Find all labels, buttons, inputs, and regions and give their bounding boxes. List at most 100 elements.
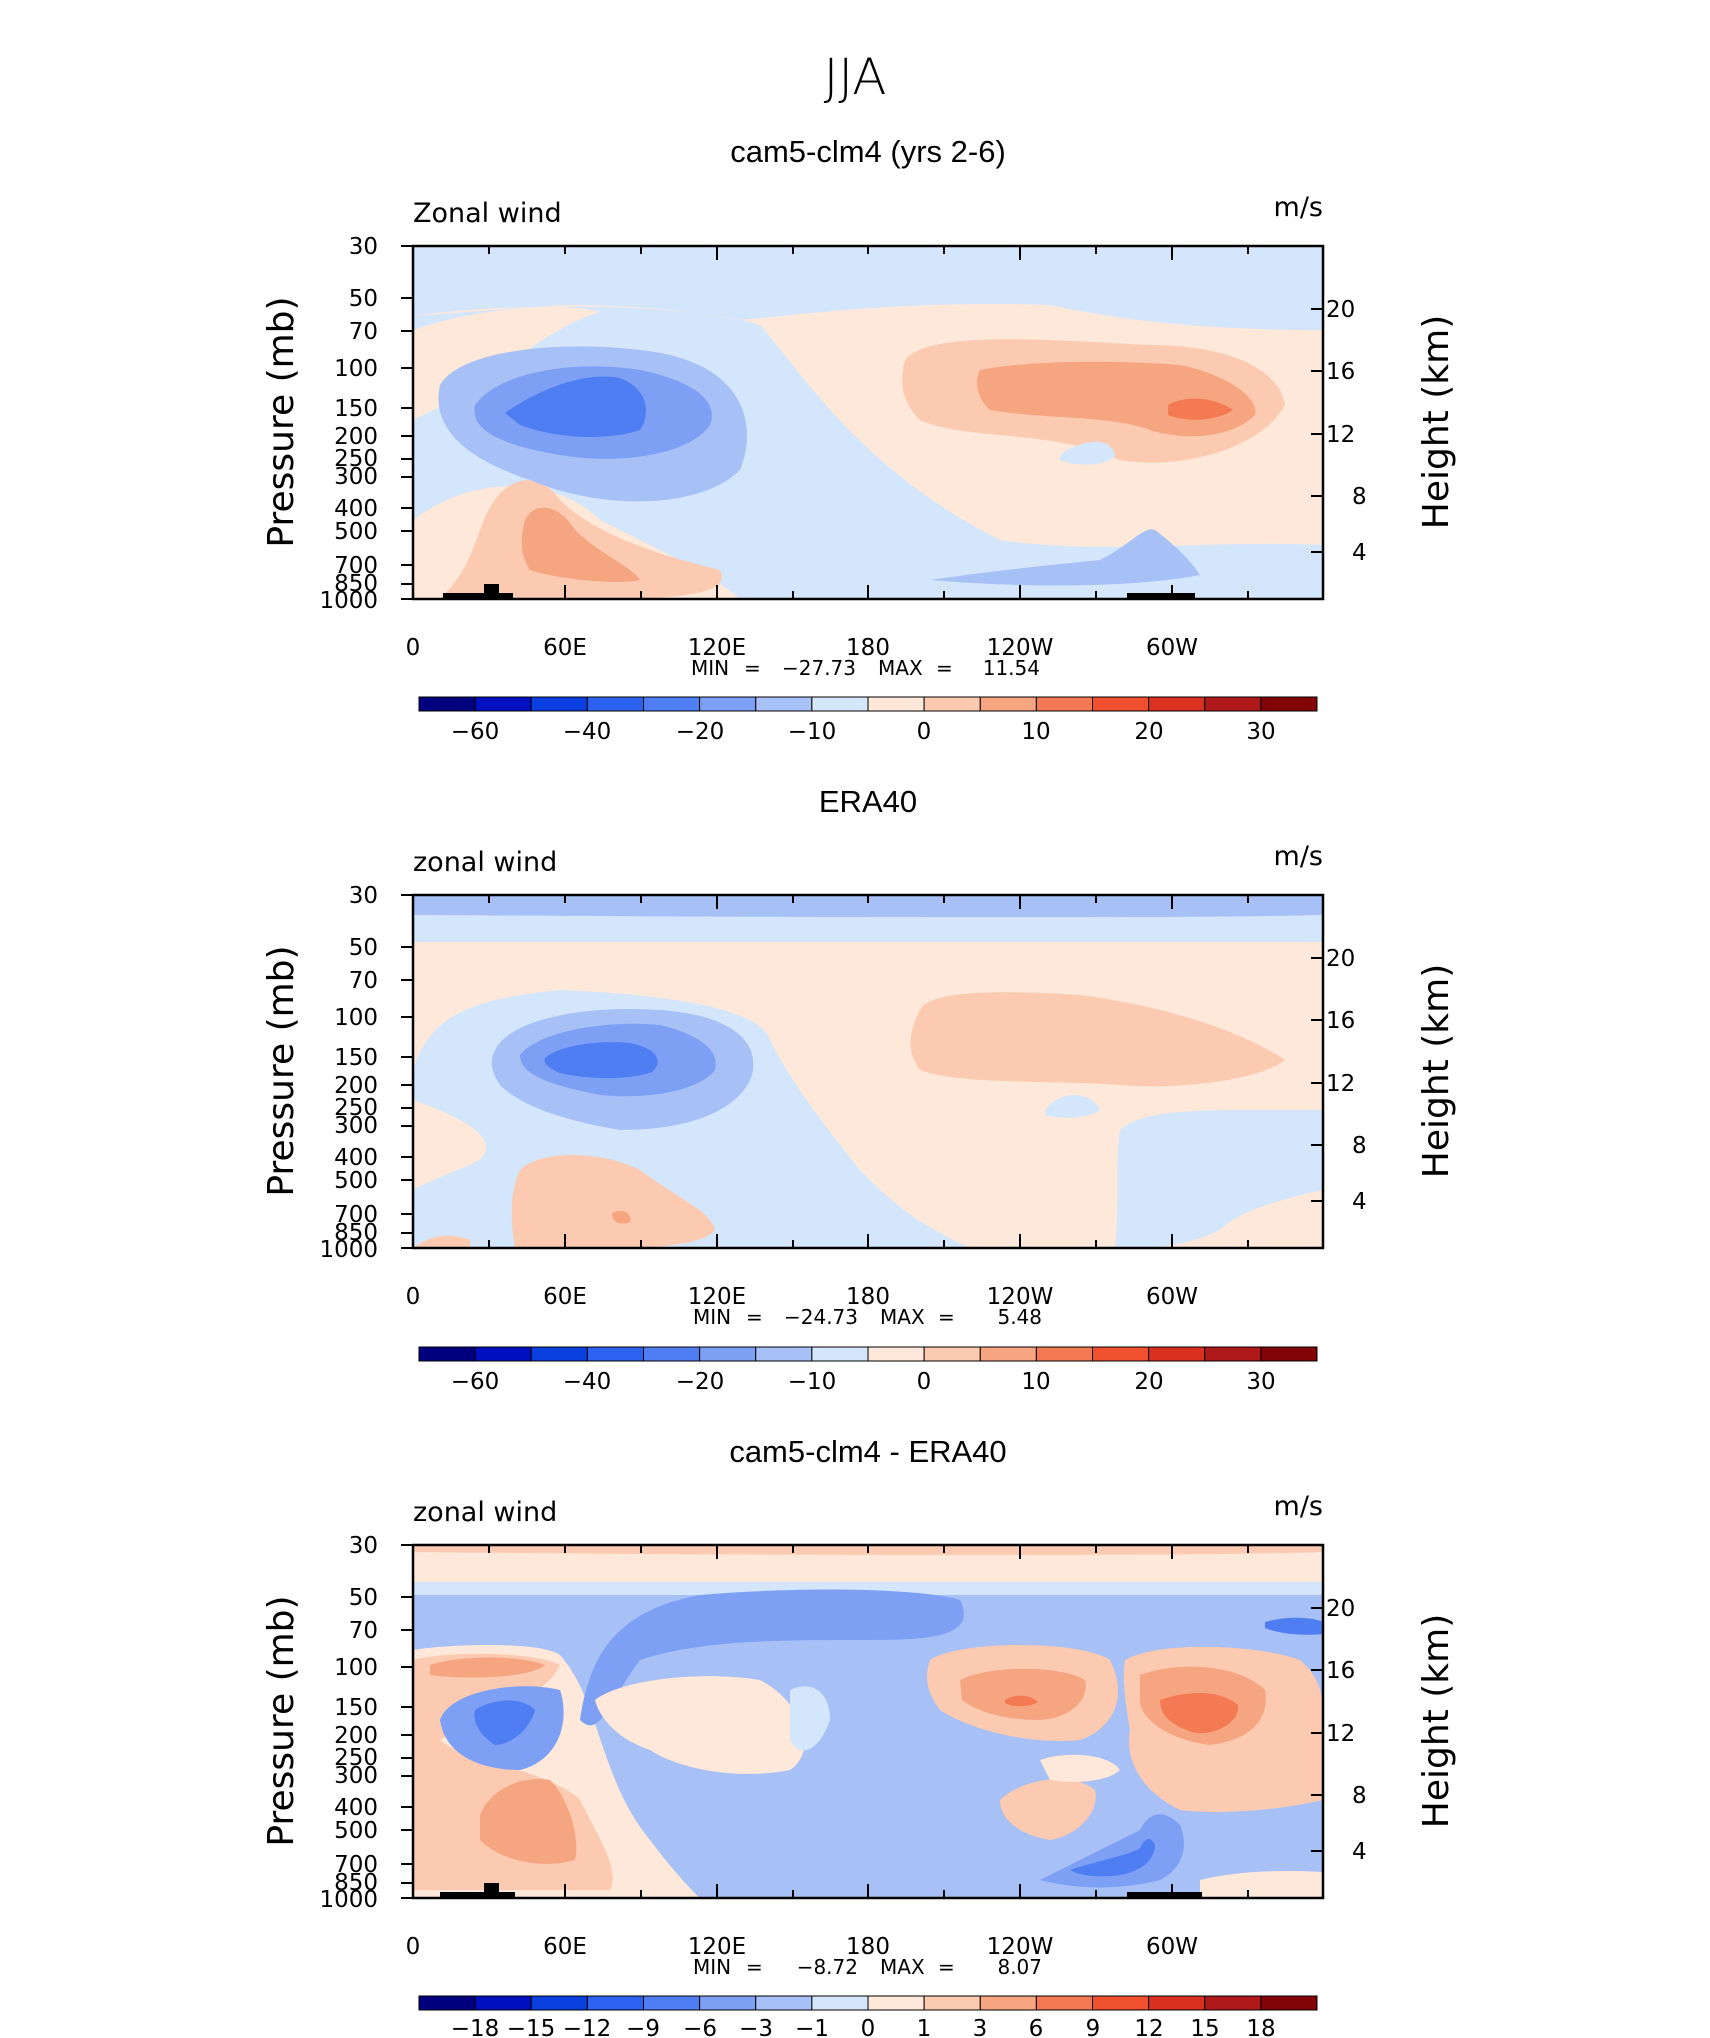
ytick-label: 700: [334, 553, 378, 579]
contour-upper-westerly-bias-1c: [1005, 1695, 1038, 1707]
colorbar-swatch: [699, 1995, 757, 2011]
page-title: JJA: [824, 48, 887, 106]
contour-lowlevel-westerly: [511, 1155, 715, 1248]
panel-obs: ERA40 zonal wind m/s 30 50 70 100 150 20…: [261, 784, 1457, 1395]
colorbar-label: −10: [788, 1369, 837, 1395]
colorbar-label: 1: [917, 2016, 932, 2038]
contour-lowlevel-easterly-core: [1070, 1838, 1155, 1877]
ytick-marks: [401, 1544, 413, 1899]
xtick-label: 0: [406, 1934, 421, 1960]
y2tick-label: 12: [1326, 1071, 1355, 1097]
colorbar-swatch: [643, 696, 701, 712]
panel-diff-ylabel: Pressure (mb): [261, 1595, 302, 1846]
ytick-label: 150: [334, 1695, 378, 1721]
colorbar-swatch: [418, 696, 476, 712]
panel-model-y2label: Height (km): [1416, 315, 1457, 529]
stat-min-label: MIN: [693, 1955, 731, 1979]
colorbar-swatch: [755, 1995, 813, 2011]
colorbar-label: −18: [451, 2016, 500, 2038]
colorbar-swatch: [923, 696, 981, 712]
stat-max-label: MAX: [878, 656, 923, 680]
colorbar-label: 20: [1134, 1369, 1163, 1395]
colorbar-label: 15: [1190, 2016, 1219, 2038]
xtick-marks: [412, 895, 1249, 1248]
colorbar-swatch: [530, 696, 588, 712]
xtick-label: 180: [846, 1934, 890, 1960]
colorbar-labels: −60 −40 −20 −10 0 10 20 30: [451, 719, 1276, 745]
colorbar-swatch: [923, 1995, 981, 2011]
topography-tibet: [484, 584, 499, 599]
xtick-label: 60E: [543, 1934, 587, 1960]
colorbar-label: 30: [1246, 1369, 1275, 1395]
panel-model-title: cam5-clm4 (yrs 2-6): [730, 134, 1006, 169]
colorbar-swatch: [979, 1995, 1037, 2011]
colorbar-swatch: [1092, 1995, 1150, 2011]
topography-andes: [1127, 593, 1195, 599]
y2tick-label: 16: [1326, 359, 1355, 385]
colorbar-swatch: [586, 1346, 644, 1362]
colorbar-swatch: [811, 1995, 869, 2011]
contour-easterly-core: [544, 1042, 658, 1079]
contour-small-easterly: [1060, 441, 1115, 465]
stat-min-value: −24.73: [784, 1305, 858, 1329]
contour-mid-neutral-2: [790, 1686, 830, 1751]
topography-andes: [1127, 1892, 1202, 1898]
panel-obs-ylabel: Pressure (mb): [261, 945, 302, 1196]
colorbar-swatch: [1035, 1995, 1093, 2011]
colorbar-labels: −60 −40 −20 −10 0 10 20 30: [451, 1369, 1276, 1395]
y2tick-label: 12: [1326, 422, 1355, 448]
y2tick-label: 20: [1326, 1596, 1355, 1622]
xtick-label: 60E: [543, 1284, 587, 1310]
ytick-label: 500: [334, 1168, 378, 1194]
colorbar-swatch: [643, 1346, 701, 1362]
panel-model-xaxis: 0 60E 120E 180 120W 60W: [406, 246, 1249, 661]
ytick-label: 100: [334, 356, 378, 382]
panel-model-colorbar: −60 −40 −20 −10 0 10 20 30: [418, 696, 1318, 745]
colorbar-swatch: [586, 1995, 644, 2011]
panel-model-y2axis: 20 16 12 8 4: [1311, 297, 1367, 566]
colorbar-label: 9: [1086, 2016, 1101, 2038]
panel-model-yaxis: 30 50 70 100 150 200 250 300 400 500 700…: [319, 234, 413, 614]
ytick-label: 250: [334, 1745, 378, 1771]
ytick-label: 700: [334, 1202, 378, 1228]
ytick-label: 70: [349, 1618, 378, 1644]
colorbar-swatches: [418, 696, 1318, 712]
colorbar-label: 6: [1029, 2016, 1044, 2038]
ytick-label: 400: [334, 496, 378, 522]
y2tick-label: 4: [1352, 1839, 1367, 1865]
colorbar-swatch: [1148, 1995, 1206, 2011]
contour-surface-westerly: [413, 1235, 470, 1248]
colorbar-swatch: [474, 1995, 532, 2011]
colorbar-label: 10: [1021, 719, 1050, 745]
ytick-label: 250: [334, 1095, 378, 1121]
contour-mid-neutral: [595, 1676, 805, 1774]
stat-eq: =: [746, 1305, 763, 1329]
panel-obs-y2label: Height (km): [1416, 964, 1457, 1178]
colorbar-label: 20: [1134, 719, 1163, 745]
panel-diff-xaxis: 0 60E 120E 180 120W 60W: [406, 1545, 1249, 1960]
stat-min-value: −27.73: [782, 656, 856, 680]
ytick-marks: [401, 245, 413, 600]
colorbar-swatch: [699, 696, 757, 712]
ytick-label: 50: [349, 286, 378, 312]
xtick-label: 0: [406, 1284, 421, 1310]
colorbar-swatches: [418, 1995, 1318, 2011]
colorbar-swatch: [474, 696, 532, 712]
ytick-label: 200: [334, 1073, 378, 1099]
xtick-marks: [412, 1545, 1249, 1898]
colorbar-swatch: [530, 1346, 588, 1362]
y2tick-label: 16: [1326, 1008, 1355, 1034]
panel-diff-units: m/s: [1274, 1491, 1323, 1522]
panel-obs-y2axis: 20 16 12 8 4: [1311, 946, 1367, 1215]
ytick-label: 70: [349, 319, 378, 345]
contour-mid-westerly-bias-2: [1040, 1754, 1120, 1782]
panel-model-left-label: Zonal wind: [413, 198, 562, 229]
topography-asia: [440, 1892, 515, 1898]
ytick-label: 850: [334, 571, 378, 597]
panel-diff-stats: MIN = −8.72 MAX = 8.07: [693, 1955, 1042, 1979]
y2tick-label: 12: [1326, 1721, 1355, 1747]
xtick-label: 180: [846, 1284, 890, 1310]
colorbar-swatch: [418, 1995, 476, 2011]
stat-eq: =: [744, 656, 761, 680]
